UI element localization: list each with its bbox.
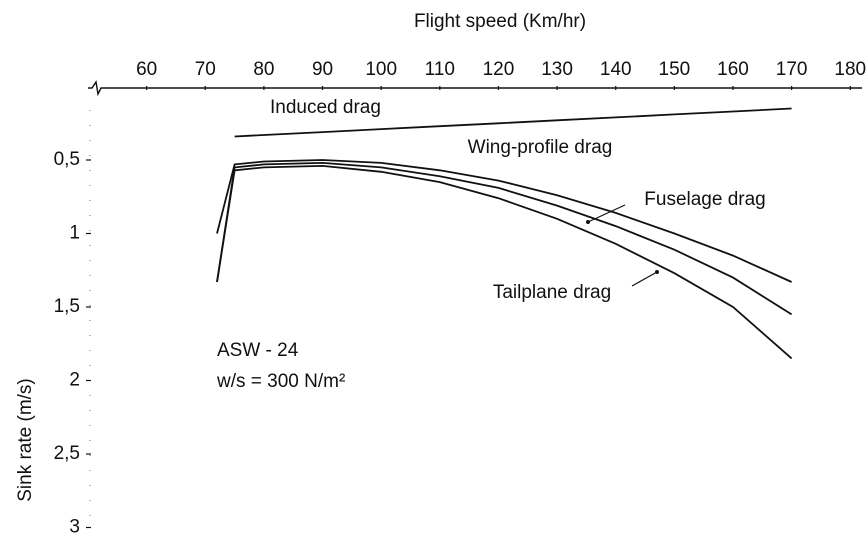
- label-pointer: [631, 271, 658, 287]
- y-tick-label: 1,5: [54, 296, 80, 317]
- x-tick-label: 170: [776, 59, 808, 80]
- label-pointer: [587, 204, 626, 223]
- y-axis-label: Sink rate (m/s): [15, 378, 36, 502]
- x-tick-label: 150: [659, 59, 691, 80]
- x-tick-label: 100: [365, 59, 397, 80]
- x-tick-label: 70: [195, 59, 216, 80]
- curve-label: Fuselage drag: [644, 189, 765, 210]
- label-pointer-dot: [655, 270, 659, 274]
- x-axis-line: [88, 80, 862, 97]
- curve-label: Tailplane drag: [493, 282, 611, 303]
- chart-title: Flight speed (Km/hr): [414, 11, 586, 32]
- curve: [216, 161, 793, 316]
- y-tick-label: 2,5: [54, 443, 80, 464]
- curve: [234, 107, 792, 138]
- x-tick-label: 90: [312, 59, 333, 80]
- curve-label: Wing-profile drag: [468, 137, 613, 158]
- x-tick-label: 140: [600, 59, 632, 80]
- y-tick-label: 1: [69, 223, 80, 244]
- x-tick-label: 80: [253, 59, 274, 80]
- x-tick-label: 110: [425, 59, 455, 80]
- curve-label: Induced drag: [270, 97, 381, 118]
- x-tick-label: 180: [834, 59, 866, 80]
- x-tick-label: 160: [717, 59, 749, 80]
- y-tick-label: 3: [69, 517, 80, 538]
- curve: [216, 164, 793, 360]
- x-tick-label: 130: [541, 59, 573, 80]
- annotation: ASW - 24: [217, 340, 299, 361]
- y-tick-label: 2: [69, 370, 80, 391]
- label-pointer-dot: [586, 220, 590, 224]
- x-tick-label: 60: [136, 59, 157, 80]
- annotation: w/s = 300 N/m²: [216, 371, 345, 392]
- x-tick-label: 120: [483, 59, 515, 80]
- y-tick-label: 0,5: [54, 149, 80, 170]
- curve: [216, 159, 792, 283]
